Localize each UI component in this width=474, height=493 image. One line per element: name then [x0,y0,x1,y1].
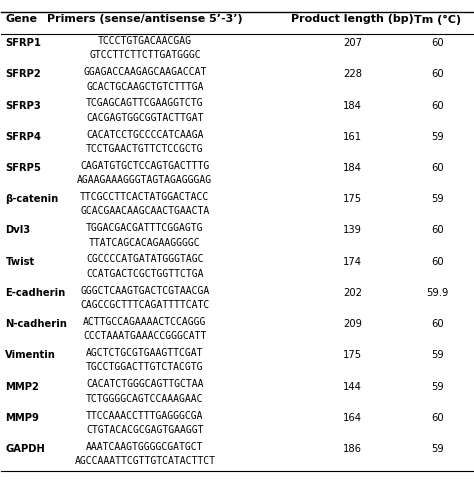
Text: 60: 60 [431,257,444,267]
Text: CTGTACACGCGAGTGAAGGT: CTGTACACGCGAGTGAAGGT [86,425,204,435]
Text: E-cadherin: E-cadherin [5,288,66,298]
Text: MMP2: MMP2 [5,382,39,391]
Text: 174: 174 [343,257,362,267]
Text: 60: 60 [431,225,444,236]
Text: GTCCTTCTTCTTGATGGGC: GTCCTTCTTCTTGATGGGC [89,50,201,60]
Text: TCTGGGGCAGTCCAAAGAAC: TCTGGGGCAGTCCAAAGAAC [86,394,204,404]
Text: 59.9: 59.9 [427,288,449,298]
Text: TCCTGAACTGTTCTCCGCTG: TCCTGAACTGTTCTCCGCTG [86,144,204,154]
Text: β-catenin: β-catenin [5,194,59,204]
Text: CAGCCGCTTTCAGATTTTCATC: CAGCCGCTTTCAGATTTTCATC [80,300,210,310]
Text: 60: 60 [431,101,444,110]
Text: SFRP3: SFRP3 [5,101,41,110]
Text: TTATCAGCACAGAAGGGGC: TTATCAGCACAGAAGGGGC [89,238,201,247]
Text: 228: 228 [343,70,362,79]
Text: CGCCCCATGATATGGGTAGC: CGCCCCATGATATGGGTAGC [86,254,204,264]
Text: TTCCAAACCTTTGAGGGCGA: TTCCAAACCTTTGAGGGCGA [86,411,204,421]
Text: 60: 60 [431,319,444,329]
Text: 186: 186 [343,444,362,454]
Text: 175: 175 [343,351,362,360]
Text: GCACGAACAAGCAACTGAACTA: GCACGAACAAGCAACTGAACTA [80,207,210,216]
Text: N-cadherin: N-cadherin [5,319,67,329]
Text: SFRP1: SFRP1 [5,38,41,48]
Text: Twist: Twist [5,257,35,267]
Text: CCCTAAATGAAACCGGGCATT: CCCTAAATGAAACCGGGCATT [83,331,207,341]
Text: CACATCCTGCCCCATCAAGA: CACATCCTGCCCCATCAAGA [86,130,204,140]
Text: Tm (°C): Tm (°C) [414,14,461,25]
Text: MMP9: MMP9 [5,413,39,423]
Text: Dvl3: Dvl3 [5,225,30,236]
Text: AAATCAAGTGGGGCGATGCT: AAATCAAGTGGGGCGATGCT [86,442,204,452]
Text: CACGAGTGGCGGTACTTGAT: CACGAGTGGCGGTACTTGAT [86,113,204,123]
Text: 60: 60 [431,38,444,48]
Text: 209: 209 [343,319,362,329]
Text: TGCCTGGACTTGTCTACGTG: TGCCTGGACTTGTCTACGTG [86,362,204,373]
Text: 184: 184 [343,163,362,173]
Text: TTCGCCTTCACTATGGACTACC: TTCGCCTTCACTATGGACTACC [80,192,210,202]
Text: Gene: Gene [5,14,37,25]
Text: Vimentin: Vimentin [5,351,56,360]
Text: 184: 184 [343,101,362,110]
Text: 144: 144 [343,382,362,391]
Text: CCATGACTCGCTGGTTCTGA: CCATGACTCGCTGGTTCTGA [86,269,204,279]
Text: TGGACGACGATTTCGGAGTG: TGGACGACGATTTCGGAGTG [86,223,204,233]
Text: Product length (bp): Product length (bp) [292,14,414,25]
Text: 59: 59 [431,382,444,391]
Text: 59: 59 [431,194,444,204]
Text: 60: 60 [431,413,444,423]
Text: 161: 161 [343,132,362,142]
Text: Primers (sense/antisense 5’-3’): Primers (sense/antisense 5’-3’) [47,14,243,25]
Text: SFRP2: SFRP2 [5,70,41,79]
Text: GGGCTCAAGTGACTCGTAACGA: GGGCTCAAGTGACTCGTAACGA [80,285,210,296]
Text: TCCCTGTGACAACGAG: TCCCTGTGACAACGAG [98,36,192,46]
Text: TCGAGCAGTTCGAAGGTCTG: TCGAGCAGTTCGAAGGTCTG [86,99,204,108]
Text: GAPDH: GAPDH [5,444,45,454]
Text: 59: 59 [431,132,444,142]
Text: 59: 59 [431,444,444,454]
Text: 60: 60 [431,70,444,79]
Text: AGCTCTGCGTGAAGTTCGAT: AGCTCTGCGTGAAGTTCGAT [86,348,204,358]
Text: 202: 202 [343,288,362,298]
Text: 59: 59 [431,351,444,360]
Text: SFRP5: SFRP5 [5,163,41,173]
Text: 207: 207 [343,38,362,48]
Text: GCACTGCAAGCTGTCTTTGA: GCACTGCAAGCTGTCTTTGA [86,81,204,92]
Text: GGAGACCAAGAGCAAGACCAT: GGAGACCAAGAGCAAGACCAT [83,67,207,77]
Text: ACTTGCCAGAAAACTCCAGGG: ACTTGCCAGAAAACTCCAGGG [83,317,207,327]
Text: AGCCAAATTCGTTGTCATACTTCT: AGCCAAATTCGTTGTCATACTTCT [74,456,215,466]
Text: AGAAGAAAGGGTAGTAGAGGGAG: AGAAGAAAGGGTAGTAGAGGGAG [77,175,212,185]
Text: 60: 60 [431,163,444,173]
Text: SFRP4: SFRP4 [5,132,41,142]
Text: CAGATGTGCTCCAGTGACTTTG: CAGATGTGCTCCAGTGACTTTG [80,161,210,171]
Text: CACATCTGGGCAGTTGCTAA: CACATCTGGGCAGTTGCTAA [86,379,204,389]
Text: 139: 139 [343,225,362,236]
Text: 164: 164 [343,413,362,423]
Text: 175: 175 [343,194,362,204]
